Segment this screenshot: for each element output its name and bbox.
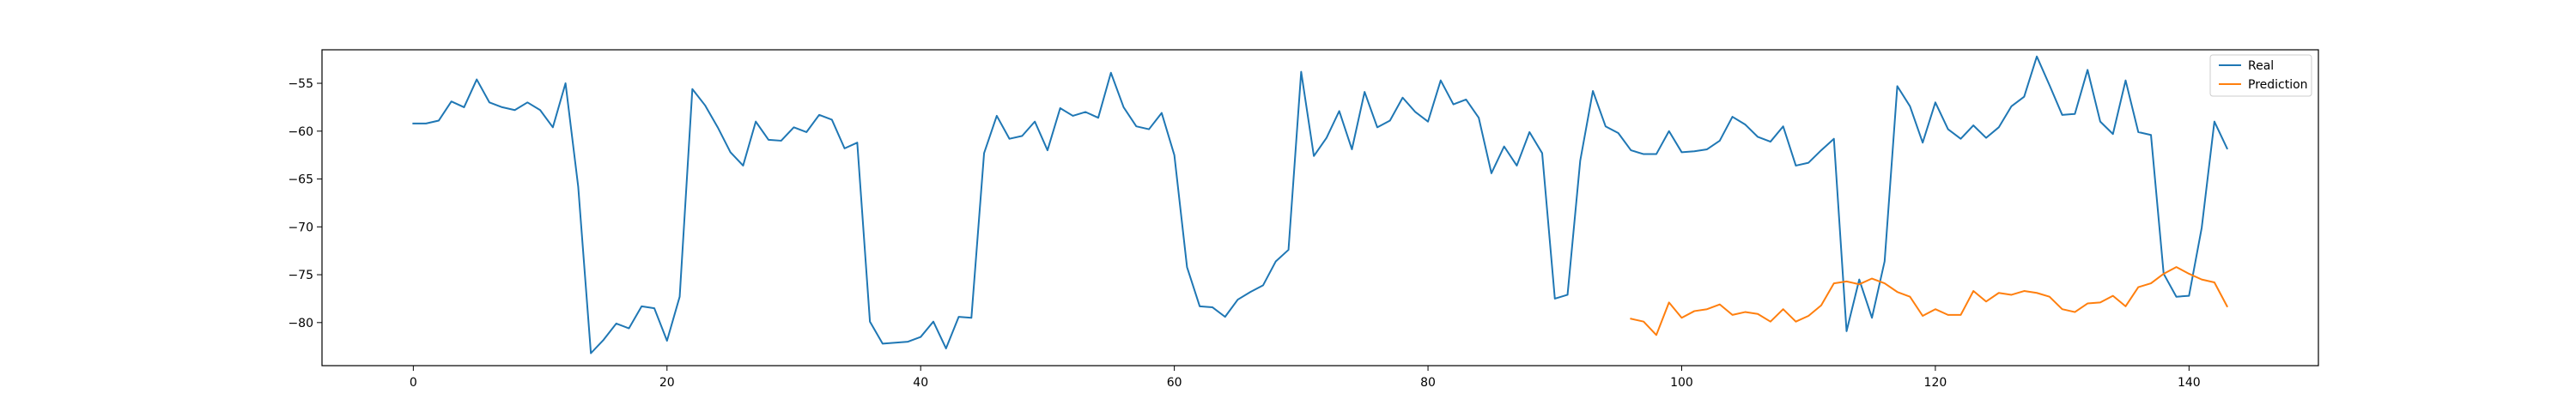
y-tick-label: −60 <box>288 125 313 139</box>
series-layer <box>412 55 2229 354</box>
y-tick-label: −80 <box>288 317 313 330</box>
y-tick-label: −55 <box>288 77 313 91</box>
x-tick-label: 60 <box>1167 376 1182 390</box>
x-tick-label: 80 <box>1420 376 1436 390</box>
x-tick-label: 20 <box>659 376 675 390</box>
y-axis: −55 −60 −65 −70 −75 −80 <box>288 77 322 330</box>
legend-label-prediction: Prediction <box>2248 78 2308 92</box>
x-tick-label: 0 <box>410 376 417 390</box>
plot-frame <box>321 49 2319 367</box>
series-line-real <box>412 55 2228 354</box>
y-tick-label: −65 <box>288 173 313 187</box>
series-line-prediction <box>1630 266 2229 336</box>
x-tick-label: 100 <box>1670 376 1693 390</box>
x-tick-label: 40 <box>913 376 928 390</box>
legend-label-real: Real <box>2248 59 2274 73</box>
y-tick-label: −75 <box>288 269 313 282</box>
x-tick-label: 140 <box>2178 376 2201 390</box>
y-tick-label: −70 <box>288 221 313 234</box>
x-axis: 0 20 40 60 80 100 120 140 <box>410 366 2201 390</box>
x-tick-label: 120 <box>1924 376 1947 390</box>
legend: Real Prediction <box>2209 54 2312 97</box>
